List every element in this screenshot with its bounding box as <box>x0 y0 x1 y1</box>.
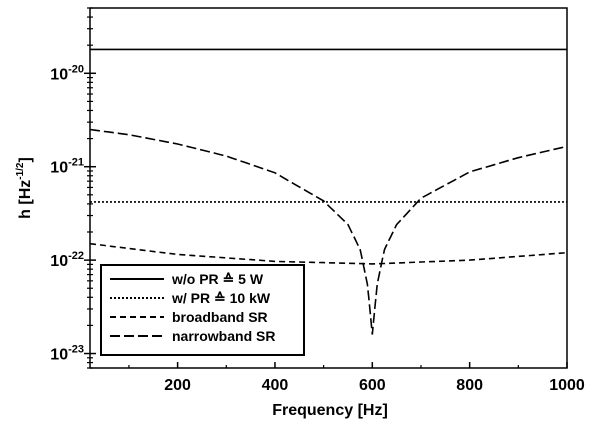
y-axis-title-exponent: -1/2 <box>15 162 26 180</box>
x-tick-label: 200 <box>164 377 191 394</box>
y-tick-label-exponent: -20 <box>68 63 84 75</box>
legend-label: w/ PR ≙ 10 kW <box>171 290 271 306</box>
series-line <box>89 242 568 265</box>
y-tick-label-base: 10 <box>50 160 68 177</box>
y-axis-title-end: ] <box>17 157 34 162</box>
x-tick-label: 1000 <box>549 377 585 394</box>
y-tick-label-exponent: -21 <box>68 157 84 169</box>
series-group <box>89 48 568 335</box>
x-tick-label: 600 <box>359 377 386 394</box>
y-tick-label: 10-21 <box>50 157 84 177</box>
legend-label: narrowband SR <box>172 328 275 344</box>
y-tick-label-base: 10 <box>50 347 68 364</box>
series-line <box>89 128 568 335</box>
y-tick-label: 10-23 <box>50 344 84 364</box>
legend-label: broadband SR <box>172 309 268 325</box>
x-tick-label: 400 <box>262 377 289 394</box>
y-minor-ticks <box>87 7 93 369</box>
y-axis-title: h [Hz-1/2] <box>15 157 34 219</box>
y-axis-title-main: h [Hz <box>17 180 34 219</box>
legend-label: w/o PR ≙ 5 W <box>171 271 264 287</box>
y-tick-label: 10-20 <box>50 63 84 83</box>
y-tick-label-base: 10 <box>50 66 68 83</box>
legend: w/o PR ≙ 5 W w/ PR ≙ 10 kW broadband SR nar… <box>100 264 305 356</box>
y-tick-label-exponent: -22 <box>68 250 84 262</box>
x-ticks: 200 400 600 800 1000 <box>128 362 585 394</box>
x-axis-title: Frequency [Hz] <box>272 402 388 419</box>
legend-entries: w/o PR ≙ 5 W w/ PR ≙ 10 kW broadband SR nar… <box>110 271 275 344</box>
y-tick-label: 10-22 <box>50 250 84 270</box>
x-tick-label: 800 <box>456 377 483 394</box>
y-tick-label-base: 10 <box>50 253 68 270</box>
y-tick-label-exponent: -23 <box>68 344 84 356</box>
